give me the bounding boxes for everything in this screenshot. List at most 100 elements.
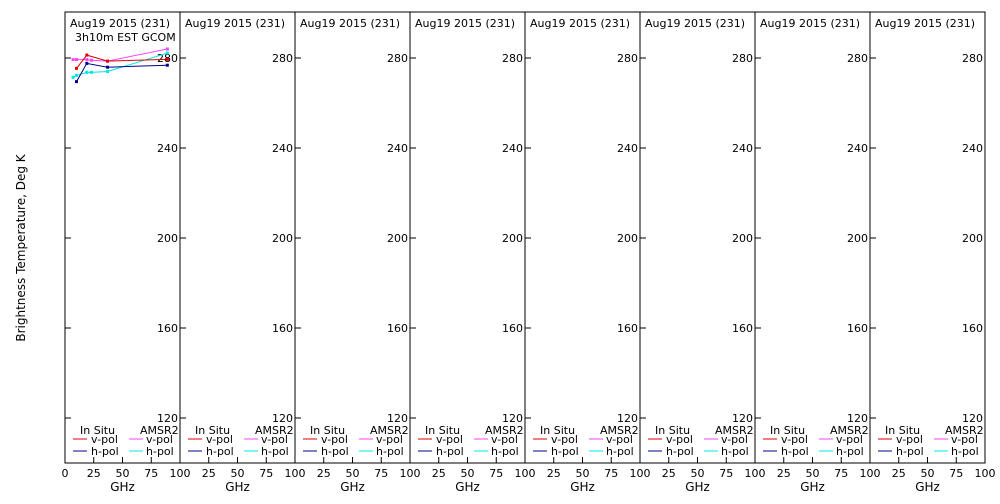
data-point-amsr2-v <box>165 47 169 51</box>
y-tick-label: 160 <box>387 322 408 335</box>
legend-label-insitu-hpol: h-pol <box>321 445 349 458</box>
x-axis-label: GHz <box>455 480 480 494</box>
y-tick-label: 280 <box>387 52 408 65</box>
x-tick-label: 100 <box>975 467 996 480</box>
legend-label-amsr2-vpol: v-pol <box>606 433 633 446</box>
y-tick-label: 160 <box>732 322 753 335</box>
data-point-amsr2-h <box>89 70 93 74</box>
legend-label-insitu-vpol: v-pol <box>91 433 118 446</box>
data-point-insitu-v <box>85 53 89 57</box>
x-tick-label: 75 <box>489 467 503 480</box>
x-tick-label: 100 <box>170 467 191 480</box>
y-tick-label: 120 <box>272 412 293 425</box>
x-tick-label: 25 <box>777 467 791 480</box>
panel-title: Aug19 2015 (231) <box>300 17 400 30</box>
y-tick-label: 240 <box>732 142 753 155</box>
x-tick-label: 50 <box>231 467 245 480</box>
legend-label-insitu-hpol: h-pol <box>206 445 234 458</box>
legend-label-amsr2-hpol: h-pol <box>951 445 979 458</box>
data-point-amsr2-h <box>165 51 169 55</box>
y-tick-label: 200 <box>387 232 408 245</box>
legend-label-amsr2-vpol: v-pol <box>951 433 978 446</box>
x-tick-label: 75 <box>949 467 963 480</box>
legend-label-insitu-vpol: v-pol <box>321 433 348 446</box>
legend-insitu-header: In Situ <box>80 424 115 437</box>
data-point-insitu-v <box>165 57 169 61</box>
legend-label-insitu-vpol: v-pol <box>666 433 693 446</box>
legend-amsr2-header: AMSR2 <box>485 424 524 437</box>
data-point-insitu-h <box>75 80 78 84</box>
legend-label-amsr2-vpol: v-pol <box>836 433 863 446</box>
legend-label-insitu-hpol: h-pol <box>91 445 119 458</box>
x-axis-label: GHz <box>685 480 710 494</box>
x-tick-label: 50 <box>921 467 935 480</box>
x-tick-label: 75 <box>719 467 733 480</box>
panel-annotation: 3h10m EST GCOM <box>75 31 176 44</box>
data-point-insitu-v <box>75 66 78 70</box>
legend-label-amsr2-vpol: v-pol <box>721 433 748 446</box>
y-tick-label: 160 <box>617 322 638 335</box>
panel-title: Aug19 2015 (231) <box>530 17 630 30</box>
y-tick-label: 240 <box>962 142 983 155</box>
y-tick-label: 280 <box>732 52 753 65</box>
legend-label-amsr2-hpol: h-pol <box>376 445 404 458</box>
x-tick-label: 75 <box>604 467 618 480</box>
y-tick-label: 120 <box>732 412 753 425</box>
x-tick-label: 50 <box>461 467 475 480</box>
panel-5: Aug19 2015 (231) 120 160 200 240 280 25 50 75 100… <box>524 11 651 494</box>
legend-label-insitu-vpol: v-pol <box>436 433 463 446</box>
y-tick-label: 200 <box>502 232 523 245</box>
panel-title: Aug19 2015 (231) <box>875 17 975 30</box>
y-tick-label: 240 <box>272 142 293 155</box>
y-tick-label: 200 <box>732 232 753 245</box>
y-tick-label: 120 <box>962 412 983 425</box>
y-axis-label: Brightness Temperature, Deg K <box>14 153 28 341</box>
legend-label-amsr2-hpol: h-pol <box>491 445 519 458</box>
x-axis-label: GHz <box>340 480 365 494</box>
legend-label-insitu-vpol: v-pol <box>206 433 233 446</box>
data-point-insitu-v <box>106 59 110 63</box>
data-point-amsr2-v <box>71 58 75 62</box>
y-tick-label: 240 <box>617 142 638 155</box>
x-tick-label: 75 <box>374 467 388 480</box>
panel-title: Aug19 2015 (231) <box>645 17 745 30</box>
x-tick-label: 100 <box>515 467 536 480</box>
legend-amsr2-header: AMSR2 <box>370 424 409 437</box>
data-point-amsr2-v <box>89 58 93 62</box>
legend-amsr2-header: AMSR2 <box>715 424 754 437</box>
legend-insitu-header: In Situ <box>655 424 690 437</box>
legend-label-amsr2-hpol: h-pol <box>836 445 864 458</box>
legend-amsr2-header: AMSR2 <box>600 424 639 437</box>
panel-title: Aug19 2015 (231) <box>185 17 285 30</box>
x-axis-label: GHz <box>570 480 595 494</box>
y-tick-label: 160 <box>962 322 983 335</box>
y-tick-label: 200 <box>847 232 868 245</box>
data-point-amsr2-h <box>106 70 110 73</box>
y-tick-label: 160 <box>847 322 868 335</box>
legend-insitu-header: In Situ <box>885 424 920 437</box>
x-tick-label: 50 <box>116 467 130 480</box>
y-tick-label: 280 <box>962 52 983 65</box>
x-tick-label: 100 <box>400 467 421 480</box>
y-tick-label: 200 <box>962 232 983 245</box>
data-point-amsr2-v <box>75 58 78 62</box>
data-point-insitu-h <box>165 63 169 67</box>
x-tick-label: 50 <box>346 467 360 480</box>
x-tick-label: 100 <box>745 467 766 480</box>
data-point-insitu-h <box>85 61 89 65</box>
x-axis-label: GHz <box>225 480 250 494</box>
legend-amsr2-header: AMSR2 <box>255 424 294 437</box>
panel-1: Aug19 2015 (231)3h10m EST GCOM 120 160 200 2… <box>62 11 191 494</box>
y-tick-label: 240 <box>502 142 523 155</box>
legend-label-amsr2-hpol: h-pol <box>606 445 634 458</box>
x-tick-label: 25 <box>202 467 216 480</box>
y-tick-label: 280 <box>502 52 523 65</box>
x-tick-label: 75 <box>259 467 273 480</box>
legend-amsr2-header: AMSR2 <box>140 424 179 437</box>
legend-label-amsr2-vpol: v-pol <box>376 433 403 446</box>
x-tick-label: 25 <box>317 467 331 480</box>
